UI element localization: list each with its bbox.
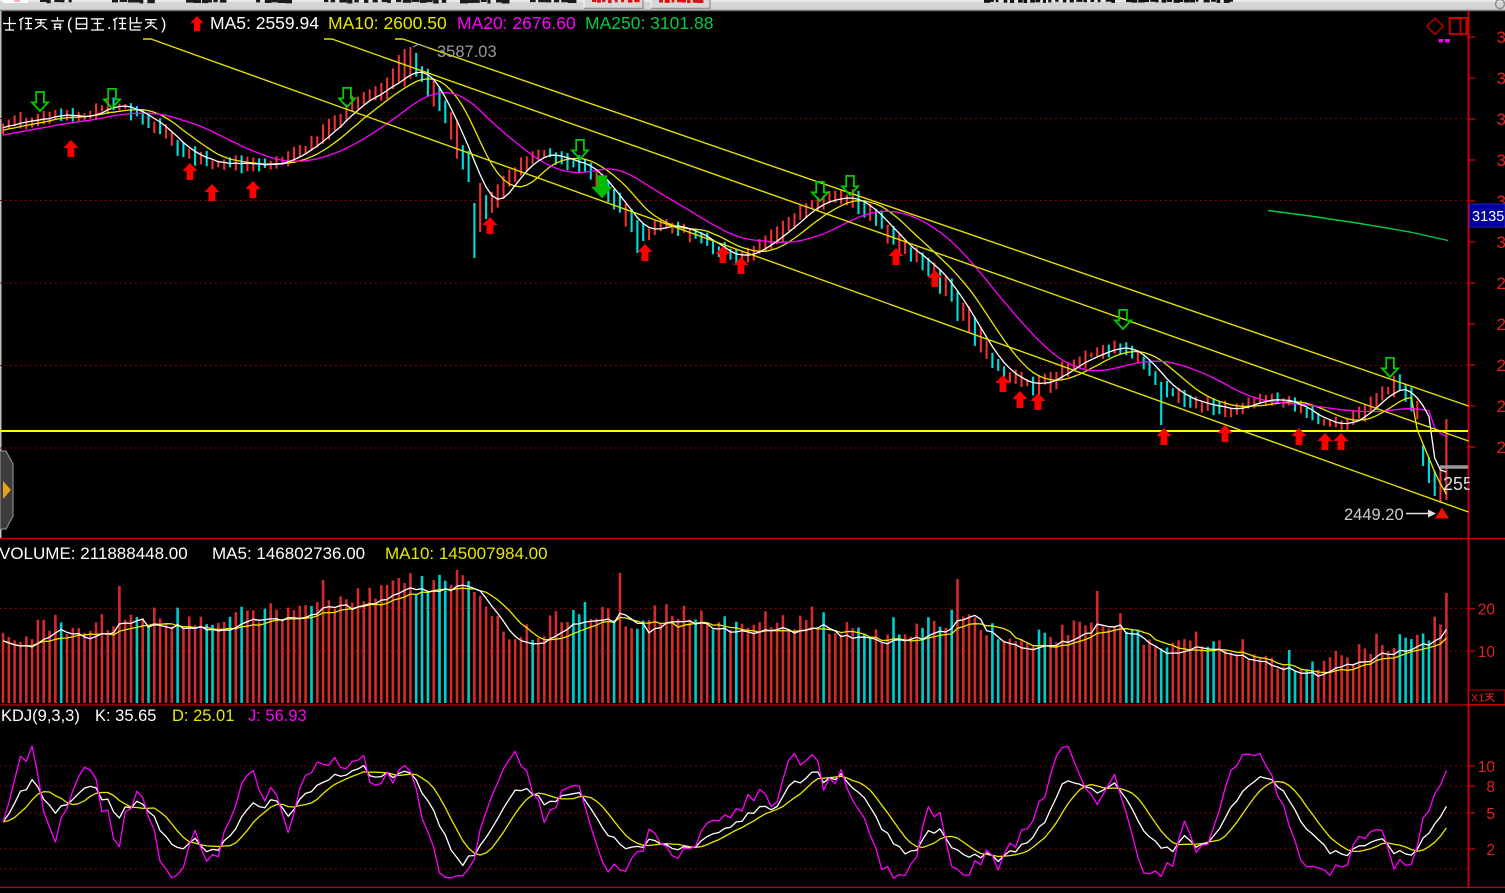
svg-text:MA5: 2559.94: MA5: 2559.94 [210,13,319,33]
svg-text:3: 3 [1497,28,1505,47]
svg-text:J: 56.93: J: 56.93 [248,707,307,725]
svg-text:(: ( [67,16,73,33]
svg-text:KDJ(9,3,3): KDJ(9,3,3) [1,707,80,725]
svg-text:): ) [161,16,166,33]
svg-text:MA5: 146802736.00: MA5: 146802736.00 [212,544,365,563]
svg-text:10: 10 [1478,759,1496,776]
svg-text:3: 3 [1497,110,1505,129]
svg-text:MA10: 2600.50: MA10: 2600.50 [328,13,447,33]
svg-text:MA250: 3101.88: MA250: 3101.88 [585,13,713,33]
svg-text:2: 2 [1486,842,1495,859]
svg-text:2: 2 [1497,397,1505,416]
svg-text:2: 2 [1497,438,1505,457]
svg-text:3: 3 [1497,233,1505,252]
svg-text:3587.03: 3587.03 [437,43,497,61]
svg-text:D: 25.01: D: 25.01 [172,707,234,725]
svg-text:3: 3 [1497,151,1505,170]
svg-text:2: 2 [1497,315,1505,334]
svg-text:10: 10 [1478,644,1496,661]
svg-text:2: 2 [1497,356,1505,375]
svg-text:3135: 3135 [1472,209,1504,225]
svg-text:3: 3 [1497,69,1505,88]
svg-text:MA20: 2676.60: MA20: 2676.60 [457,13,576,33]
svg-text:X1: X1 [1471,693,1484,705]
svg-text:MA10: 145007984.00: MA10: 145007984.00 [385,544,548,563]
svg-text:2449.20: 2449.20 [1344,506,1404,524]
svg-text:5: 5 [1486,806,1495,823]
svg-text:K: 35.65: K: 35.65 [95,707,156,725]
svg-text:.: . [107,16,111,33]
svg-text:8: 8 [1486,779,1495,796]
svg-text:2: 2 [1497,274,1505,293]
svg-text:VOLUME: 211888448.00: VOLUME: 211888448.00 [0,544,188,563]
svg-text:20: 20 [1478,602,1496,619]
